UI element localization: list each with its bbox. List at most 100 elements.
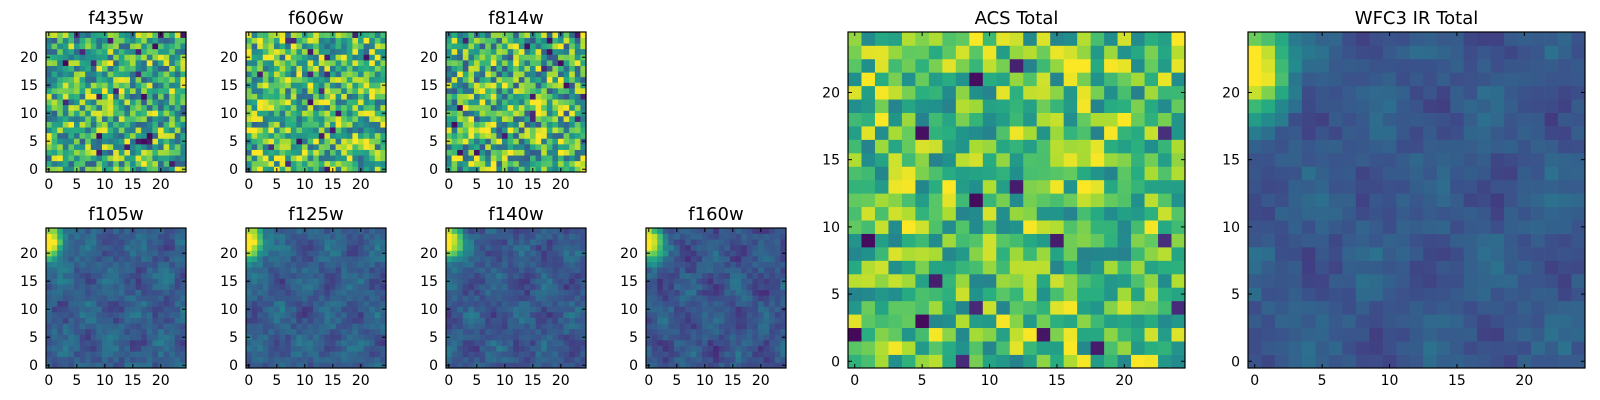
heatmap-cell — [485, 127, 492, 134]
heatmap-cell — [79, 267, 86, 274]
heatmap-cell — [446, 37, 452, 44]
y-tick-label: 0 — [29, 358, 38, 374]
heatmap-cell — [735, 267, 742, 274]
heatmap-cell — [169, 306, 176, 313]
heatmap-cell — [535, 76, 542, 83]
heatmap-cell — [358, 244, 364, 251]
heatmap-cell — [702, 250, 708, 257]
heatmap-cell — [1050, 233, 1065, 248]
heatmap-cell — [285, 289, 292, 296]
heatmap-cell — [535, 261, 542, 268]
heatmap-cell — [668, 306, 675, 313]
heatmap-cell — [318, 37, 325, 44]
heatmap-cell — [530, 356, 536, 363]
heatmap-cell — [374, 82, 381, 89]
heatmap-cell — [113, 317, 120, 324]
heatmap-cell — [130, 300, 136, 307]
heatmap-cell — [324, 323, 331, 330]
heatmap-cell — [174, 334, 181, 341]
heatmap-cell — [479, 121, 486, 128]
heatmap-cell — [85, 228, 92, 234]
heatmap-cell — [713, 328, 720, 335]
heatmap-cell — [274, 127, 280, 134]
heatmap-cell — [113, 289, 120, 296]
heatmap-cell — [474, 93, 480, 100]
heatmap-cell — [552, 278, 559, 285]
heatmap-cell — [457, 110, 464, 117]
heatmap-cell — [102, 76, 108, 83]
heatmap-cell — [130, 306, 136, 313]
heatmap-cell — [502, 244, 508, 251]
heatmap-cell — [580, 312, 587, 318]
heatmap-cell — [969, 300, 984, 315]
heatmap-cell — [446, 93, 452, 100]
heatmap-cell — [955, 314, 970, 329]
heatmap-cell — [152, 256, 159, 262]
heatmap-cell — [324, 37, 331, 44]
heatmap-cell — [163, 351, 170, 358]
heatmap-cell — [969, 179, 984, 194]
heatmap-cell — [369, 93, 376, 100]
heatmap-cell — [257, 250, 264, 257]
heatmap-cell — [346, 88, 353, 94]
heatmap-cell — [758, 345, 764, 352]
heatmap-cell — [57, 244, 64, 251]
heatmap-cell — [758, 328, 764, 335]
heatmap-cell — [474, 88, 480, 94]
heatmap-cell — [74, 239, 80, 246]
heatmap-cell — [102, 356, 108, 363]
heatmap-cell — [363, 37, 370, 44]
heatmap-cell — [330, 60, 336, 66]
heatmap-cell — [169, 340, 176, 346]
heatmap-cell — [696, 345, 703, 352]
heatmap-cell — [546, 138, 553, 145]
heatmap-cell — [530, 334, 536, 341]
heatmap-cell — [107, 362, 114, 369]
heatmap-cell — [474, 272, 480, 279]
heatmap-cell — [1036, 220, 1051, 234]
heatmap-cell — [118, 71, 125, 78]
heatmap-cell — [530, 132, 536, 139]
heatmap-cell — [1104, 273, 1118, 288]
heatmap-cell — [146, 127, 153, 134]
heatmap-cell — [146, 160, 153, 167]
heatmap-cell — [552, 127, 559, 134]
heatmap-cell — [730, 284, 736, 290]
heatmap-cell — [942, 273, 957, 288]
heatmap-cell — [752, 239, 759, 246]
heatmap-cell — [646, 295, 652, 302]
heatmap-cell — [96, 149, 103, 156]
heatmap-cell — [746, 233, 753, 240]
heatmap-cell — [524, 71, 531, 78]
heatmap-cell — [102, 110, 108, 117]
heatmap-cell — [502, 60, 508, 66]
heatmap-cell — [1009, 354, 1024, 369]
heatmap-cell — [113, 356, 120, 363]
heatmap-cell — [279, 284, 286, 290]
heatmap-cell — [679, 267, 686, 274]
heatmap-cell — [57, 127, 64, 134]
heatmap-cell — [479, 356, 486, 363]
heatmap-cell — [502, 256, 508, 262]
heatmap-cell — [507, 250, 514, 257]
heatmap-cell — [90, 116, 97, 122]
heatmap-cell — [163, 37, 170, 44]
heatmap-cell — [861, 341, 876, 355]
heatmap-cell — [130, 317, 136, 324]
heatmap-cell — [174, 261, 181, 268]
heatmap-cell — [79, 278, 86, 285]
heatmap-cell — [1009, 327, 1024, 342]
heatmap-cell — [552, 93, 559, 100]
heatmap-cell — [702, 328, 708, 335]
heatmap-cell — [485, 93, 492, 100]
heatmap-cell — [490, 272, 497, 279]
heatmap-cell — [262, 323, 269, 330]
heatmap-cell — [707, 233, 714, 240]
heatmap-cell — [1009, 260, 1024, 275]
heatmap-cell — [363, 121, 370, 128]
heatmap-cell — [158, 334, 164, 341]
heatmap-cell — [57, 328, 64, 335]
heatmap-cell — [90, 272, 97, 279]
heatmap-cell — [180, 323, 187, 330]
heatmap-cell — [146, 356, 153, 363]
